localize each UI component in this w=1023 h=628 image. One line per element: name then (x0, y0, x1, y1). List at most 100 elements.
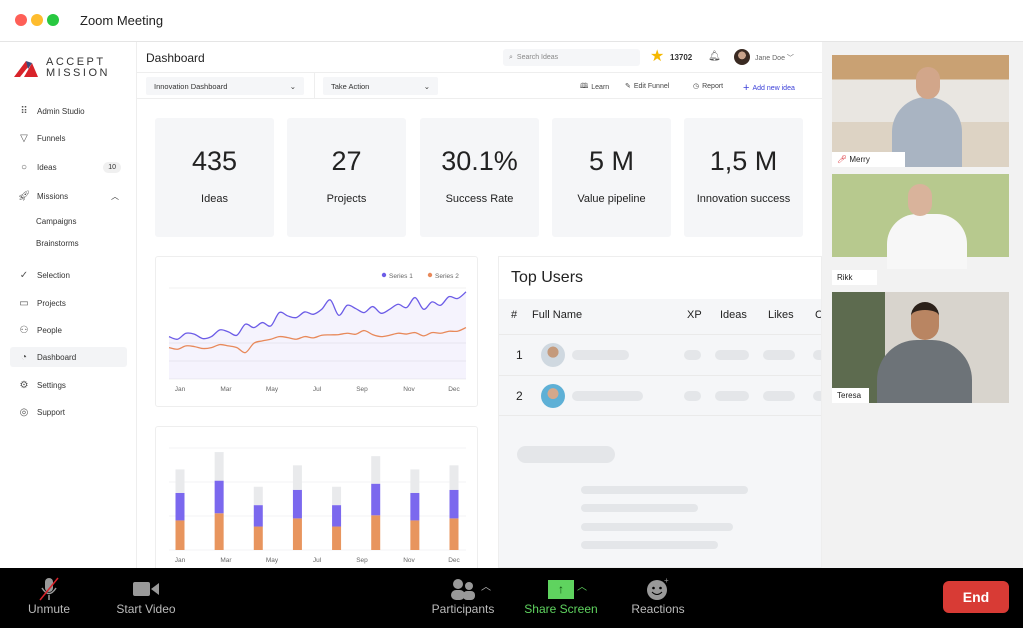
report-label: Report (702, 82, 724, 90)
line-chart: Series 1 Series 2 Jan Mar May Jul Sep Nov Dec (168, 272, 467, 393)
muted-mic-icon (22, 576, 76, 602)
stat-label: Projects (326, 193, 367, 205)
x-tick-label: Sep (356, 557, 368, 564)
bar-5-segment-3 (332, 486, 342, 506)
share-screen-label: Share Screen (524, 602, 598, 616)
participants-icon (428, 576, 498, 602)
dashboard-select[interactable]: Innovation Dashboard ⌄ (146, 77, 304, 95)
x-tick-label: Jan (175, 557, 186, 564)
unmute-button[interactable]: Unmute (22, 576, 76, 616)
sidebar-item-support[interactable]: ◎ Support (10, 402, 127, 422)
maximize-window-button[interactable] (47, 14, 59, 26)
sidebar-item-funnels[interactable]: ▽ Funnels (10, 128, 127, 148)
column-header-c[interactable]: C (815, 309, 821, 321)
legend-series-2: Series 2 (435, 273, 459, 280)
action-select[interactable]: Take Action ⌄ (323, 77, 438, 95)
bar-8-segment-1 (449, 518, 459, 550)
xp-count: 13702 (670, 53, 693, 62)
sidebar-item-campaigns[interactable]: Campaigns (10, 211, 127, 231)
sidebar-item-admin-studio[interactable]: ⠿ Admin Studio (10, 101, 127, 121)
search-input[interactable]: ⌕ Search Ideas (503, 49, 640, 66)
sidebar-item-projects[interactable]: ▭ Projects (10, 293, 127, 313)
report-button[interactable]: ◷ Report (693, 82, 724, 91)
bar-7-segment-1 (410, 520, 420, 550)
user-avatar (541, 343, 565, 367)
close-window-button[interactable] (15, 14, 27, 26)
participant-name: Rikk (837, 273, 853, 282)
main-content: Dashboard ⌕ Search Ideas ★ 13702 🔔︎ Jane … (137, 42, 822, 576)
column-header-full-name[interactable]: Full Name (532, 309, 583, 321)
bar-1-segment-2 (175, 492, 185, 521)
loading-placeholder (581, 541, 718, 549)
start-video-button[interactable]: Start Video (112, 576, 180, 616)
grid-icon: ⠿ (20, 105, 28, 117)
nav-label: People (37, 325, 62, 335)
column-header-rank[interactable]: # (511, 309, 518, 321)
line-chart-panel: Series 1 Series 2 Jan Mar May Jul Sep Nov Dec (155, 256, 478, 407)
column-header-ideas[interactable]: Ideas (720, 309, 747, 321)
reactions-button[interactable]: + Reactions (627, 576, 689, 616)
logo-icon (14, 61, 38, 77)
edit-icon: ✎ (625, 83, 631, 90)
logo[interactable]: ACCEPT MISSION (14, 57, 110, 79)
end-meeting-button[interactable]: End (943, 581, 1009, 613)
ideas-placeholder (715, 350, 749, 360)
sidebar-item-brainstorms[interactable]: Brainstorms (10, 233, 127, 253)
smiley-icon: + (627, 576, 689, 602)
column-header-xp[interactable]: XP (687, 309, 702, 321)
bar-3-segment-1 (253, 526, 263, 550)
sidebar: ACCEPT MISSION ⠿ Admin Studio ▽ Funnels ○ Id… (0, 42, 137, 568)
xp-placeholder (684, 391, 701, 401)
row-rank: 1 (516, 348, 523, 362)
lifebuoy-icon: ◎ (19, 406, 29, 418)
minimize-window-button[interactable] (31, 14, 43, 26)
bar-3-segment-3 (253, 486, 263, 506)
nav-label: Admin Studio (37, 106, 85, 116)
stat-card-innovation-success: 1,5 M Innovation success (684, 118, 803, 237)
participant-name: Merry (849, 155, 870, 164)
window-title: Zoom Meeting (80, 13, 164, 28)
stat-value: 27 (331, 146, 362, 176)
nav-label: Dashboard (37, 352, 77, 362)
table-row[interactable]: 2 (499, 375, 821, 416)
name-placeholder (572, 350, 629, 360)
check-icon: ✓ (19, 269, 29, 281)
share-screen-button[interactable]: ↑ Share Screen (522, 576, 600, 616)
sidebar-item-settings[interactable]: ⚙ Settings (10, 375, 127, 395)
bell-icon[interactable]: 🔔︎ (708, 51, 721, 62)
bar-2-segment-3 (214, 452, 224, 481)
bar-4-segment-1 (292, 518, 302, 550)
sidebar-item-selection[interactable]: ✓ Selection (10, 265, 127, 285)
sidebar-item-missions[interactable]: 🚀︎ Missions ︿ (10, 186, 127, 206)
participants-options-chevron-icon[interactable]: ︿ (481, 582, 491, 593)
sidebar-item-ideas[interactable]: ○ Ideas 10 (10, 157, 127, 177)
avatar[interactable] (734, 49, 750, 65)
bar-2-segment-1 (214, 513, 224, 550)
stat-value: 1,5 M (709, 146, 778, 176)
stat-label: Ideas (201, 193, 228, 205)
bar-1-segment-3 (175, 469, 185, 493)
participants-button[interactable]: Participants (428, 576, 498, 616)
search-icon: ⌕ (509, 53, 513, 61)
nav-label: Settings (37, 380, 66, 390)
column-header-likes[interactable]: Likes (768, 309, 794, 321)
user-menu[interactable]: Jane Doe ﹀ (755, 53, 794, 63)
chevron-down-icon: ⌄ (423, 81, 430, 91)
participant-tile-teresa[interactable]: Teresa (832, 292, 1009, 403)
table-row[interactable]: 1 (499, 334, 821, 375)
participant-video (877, 340, 972, 403)
add-new-idea-button[interactable]: + Add new idea (743, 82, 795, 94)
edit-funnel-button[interactable]: ✎ Edit Funnel (625, 82, 669, 91)
c-placeholder (813, 391, 821, 401)
clock-icon: ◷ (693, 83, 700, 90)
participant-tile-merry[interactable]: 🎤︎ Merry (832, 55, 1009, 167)
muted-mic-icon: 🎤︎ (837, 155, 848, 164)
sidebar-item-dashboard[interactable]: ◔ Dashboard (10, 347, 127, 367)
users-table: # Full Name XP Ideas Likes C 1 2 (499, 299, 821, 567)
participant-tile-rikk[interactable]: Rikk (832, 174, 1009, 285)
stat-card-projects: 27 Projects (287, 118, 406, 237)
sidebar-item-people[interactable]: ⚇ People (10, 320, 127, 340)
learn-button[interactable]: 🕮︎ Learn (580, 82, 609, 93)
share-options-chevron-icon[interactable]: ︿ (577, 582, 587, 593)
x-tick-label: Jul (313, 386, 322, 393)
